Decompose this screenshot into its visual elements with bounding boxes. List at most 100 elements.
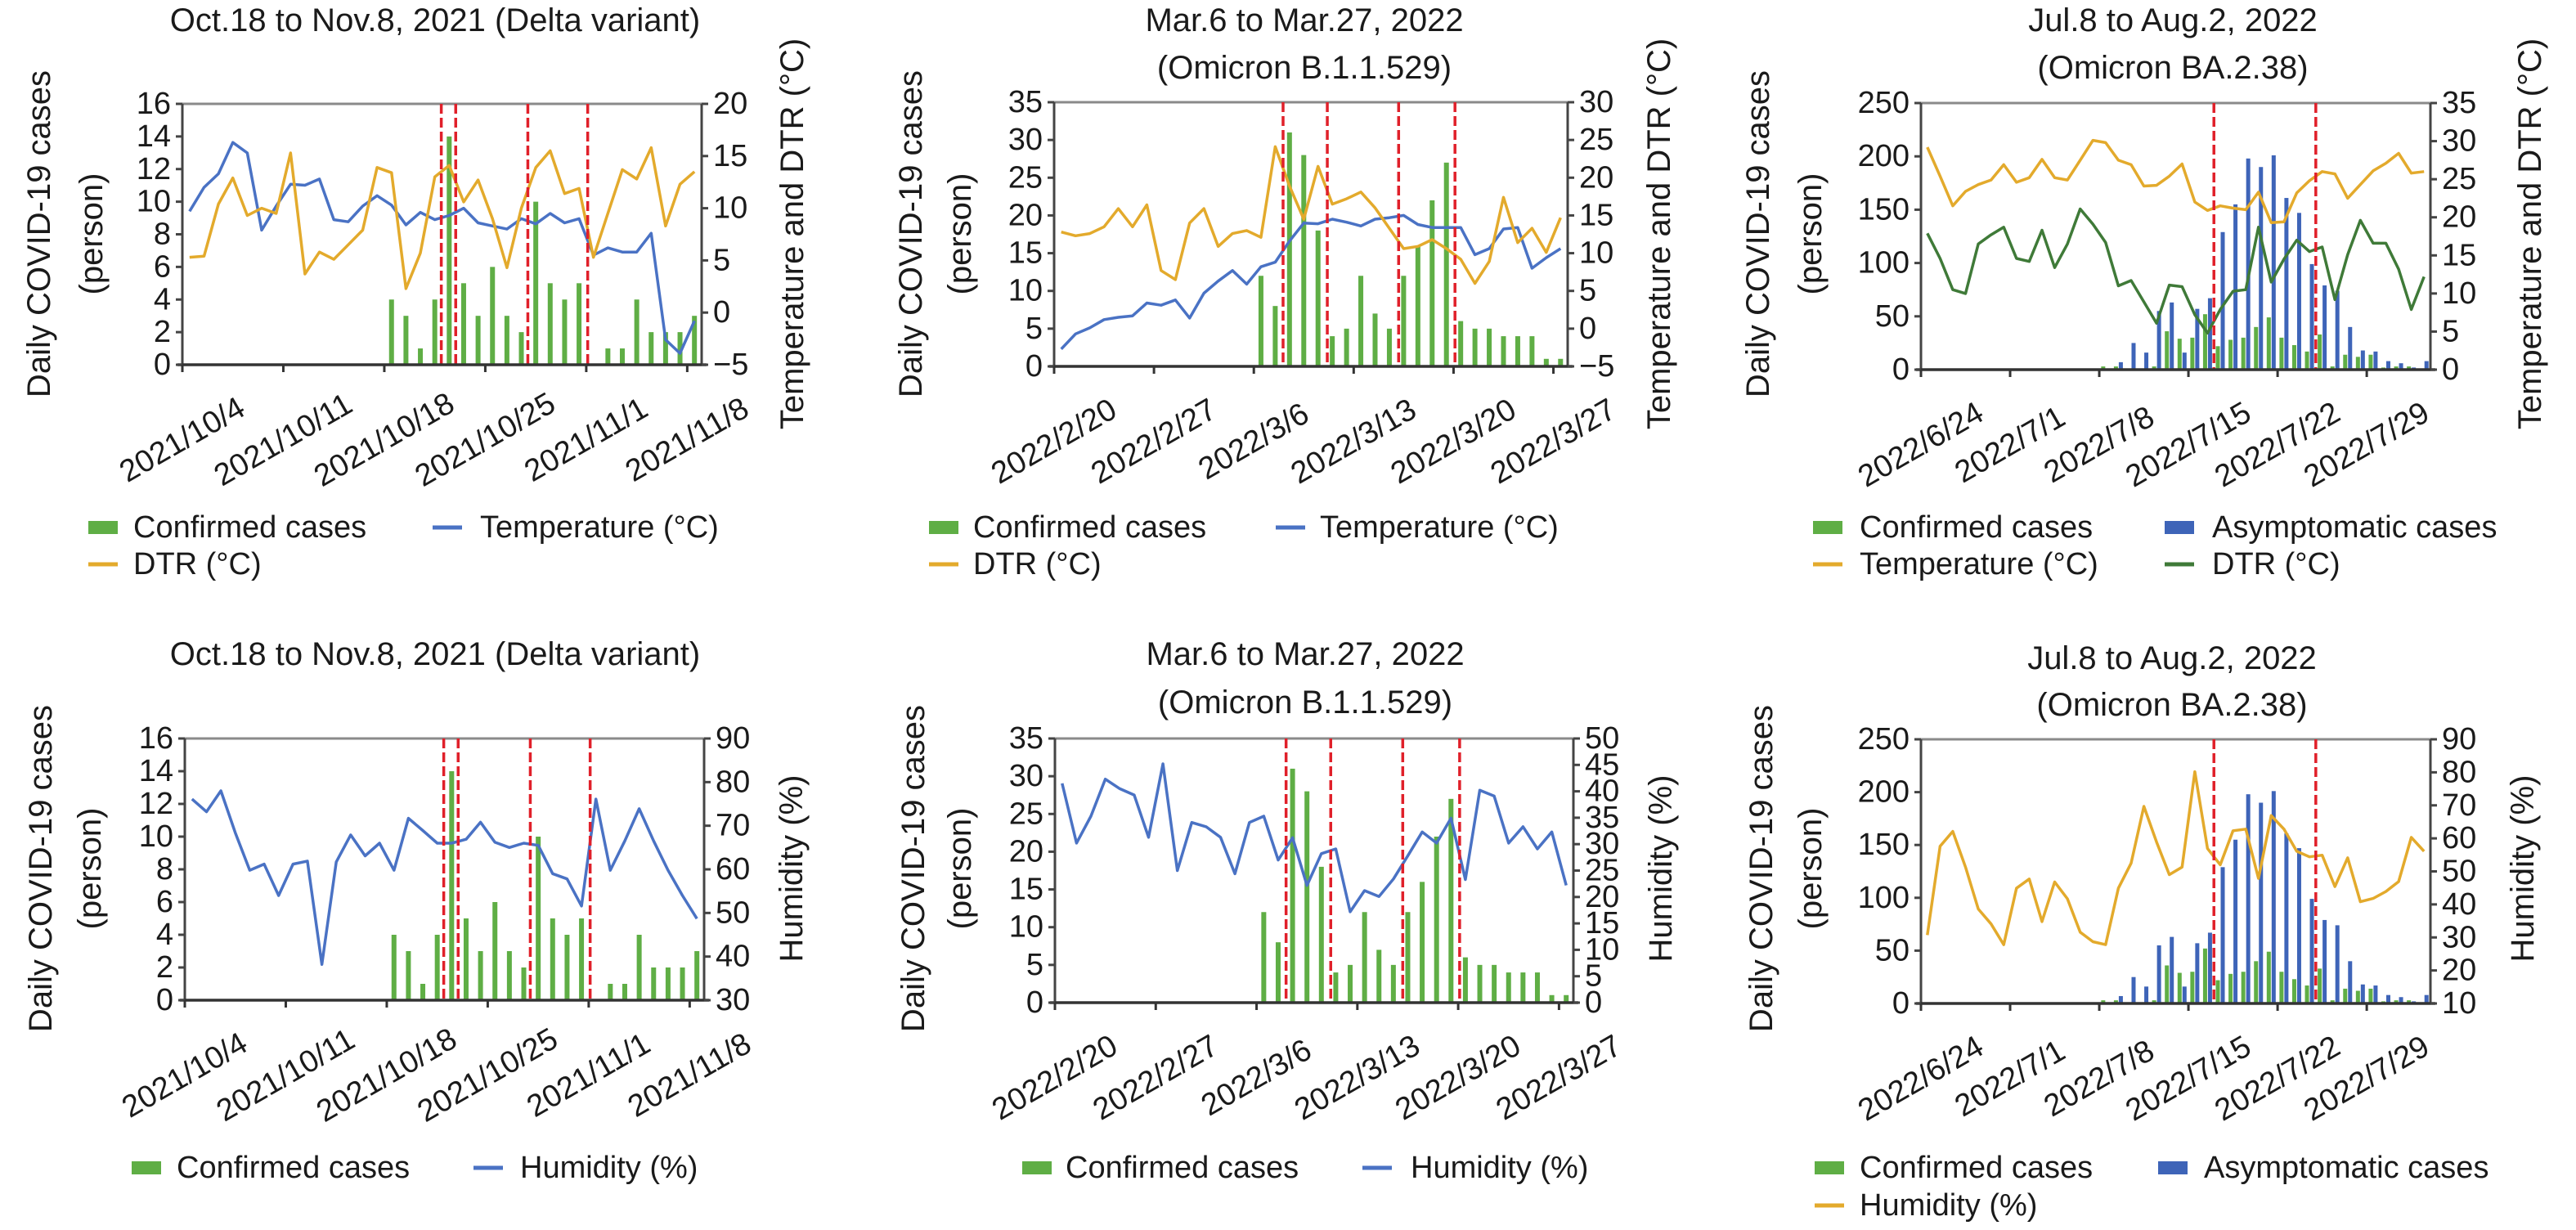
- y2-axis-title: Humidity (%): [2505, 775, 2541, 963]
- confirmed-cases-bar: [634, 299, 640, 365]
- y-tick-label: 10: [137, 185, 171, 219]
- confirmed-cases-bar: [420, 984, 426, 1000]
- confirmed-cases-bar: [1344, 328, 1349, 366]
- chart-title: (Omicron B.1.1.529): [1157, 50, 1452, 86]
- confirmed-cases-bar: [1472, 328, 1478, 366]
- confirmed-cases-bar: [1448, 798, 1454, 1003]
- confirmed-cases-bar: [1333, 972, 1339, 1003]
- confirmed-cases-bar: [2228, 339, 2233, 370]
- confirmed-cases-bars: [1258, 132, 1564, 366]
- y-tick-label: 6: [154, 249, 171, 284]
- humidity-line: [1926, 770, 2426, 946]
- confirmed-cases-bar: [1275, 942, 1281, 1003]
- confirmed-cases-bar: [2330, 366, 2335, 370]
- chart-title: (Omicron B.1.1.529): [1158, 685, 1452, 720]
- chart-title: (Omicron BA.2.38): [2037, 50, 2308, 86]
- legend-swatch-bar: [2165, 521, 2194, 534]
- y2-tick-label: 40: [716, 940, 750, 974]
- humidity-line: [1061, 762, 1568, 914]
- confirmed-cases-bar: [521, 967, 527, 1000]
- chart-title: Mar.6 to Mar.27, 2022: [1146, 636, 1464, 672]
- asymptomatic-cases-bar: [2259, 167, 2264, 370]
- y-tick-label: 10: [1008, 274, 1043, 308]
- legend-label: Temperature (°C): [1320, 510, 1559, 545]
- y-tick-label: 150: [1858, 828, 1910, 862]
- confirmed-cases-bar: [605, 348, 611, 365]
- y2-tick-label: 15: [1579, 198, 1613, 232]
- confirmed-cases-bar: [506, 951, 512, 1000]
- y-tick-label: 5: [1025, 312, 1043, 346]
- confirmed-cases-bar: [1443, 162, 1449, 366]
- asymptomatic-cases-bar: [2207, 298, 2212, 370]
- chart-panel-3: Jul.8 to Aug.2, 2022(Omicron BA.2.38)050…: [1740, 2, 2548, 581]
- dtr-line: [1926, 207, 2426, 335]
- y-tick-label: 0: [156, 983, 173, 1017]
- legend: Confirmed cases Asymptomatic cases Humidit…: [1815, 1151, 2488, 1223]
- dtr-line: [1061, 145, 1562, 285]
- y-tick-label: 200: [1858, 139, 1910, 173]
- y-tick-label: 15: [1009, 873, 1043, 907]
- asymptomatic-cases-bar: [2284, 198, 2289, 370]
- y-tick-label: 16: [137, 87, 171, 121]
- confirmed-cases-bar: [447, 136, 452, 365]
- asymptomatic-cases-bar: [2348, 326, 2353, 370]
- chart-panel-6: Jul.8 to Aug.2, 2022 (Omicron BA.2.38) 0 50…: [1744, 640, 2541, 1223]
- y-tick-label: 100: [1858, 246, 1910, 281]
- y2-tick-label: 80: [2442, 755, 2476, 789]
- y2-tick-label: 30: [2442, 920, 2476, 954]
- legend-swatch-bar: [1022, 1161, 1052, 1174]
- y-tick-label: 250: [1858, 722, 1910, 756]
- y2-tick-label: 10: [713, 191, 747, 226]
- y2-tick-label: 20: [1579, 160, 1613, 195]
- confirmed-cases-bar: [648, 332, 654, 365]
- y-tick-label: 35: [1008, 85, 1043, 119]
- confirmed-cases-bars: [388, 136, 698, 365]
- confirmed-cases-bars: [2101, 314, 2412, 370]
- confirmed-cases-bars: [1261, 768, 1569, 1003]
- y2-tick-label: 90: [716, 721, 750, 756]
- y2-tick-label: 45: [1585, 747, 1619, 782]
- y-tick-label: 0: [1892, 352, 1910, 387]
- confirmed-cases-bar: [579, 918, 585, 1000]
- y2-tick-label: 35: [2442, 86, 2476, 120]
- y2-tick-label: 0: [1585, 985, 1602, 1020]
- y-tick-label: 0: [1026, 985, 1043, 1020]
- y2-tick-label: 30: [716, 983, 750, 1017]
- confirmed-cases-bar: [619, 348, 625, 365]
- legend-label: Confirmed cases: [973, 510, 1206, 545]
- asymptomatic-cases-bar: [2156, 945, 2161, 1003]
- confirmed-cases-bar: [2279, 337, 2284, 370]
- asymptomatic-cases-bar: [2131, 343, 2136, 370]
- confirmed-cases-bar: [2254, 326, 2259, 370]
- y2-tick-label: 5: [1579, 274, 1596, 308]
- confirmed-cases-bar: [694, 951, 700, 1000]
- legend-label: Confirmed cases: [1066, 1151, 1299, 1185]
- asymptomatic-cases-bar: [2296, 848, 2301, 1003]
- asymptomatic-cases-bar: [2399, 363, 2403, 370]
- confirmed-cases-bar: [1390, 964, 1396, 1003]
- y2-tick-label: 20: [2442, 954, 2476, 988]
- confirmed-cases-bars: [391, 771, 700, 1000]
- legend-label: Confirmed cases: [177, 1151, 410, 1185]
- y2-tick-label: 30: [2442, 124, 2476, 159]
- y-axis-title: Daily COVID-19 cases: [1744, 705, 1779, 1032]
- y2-tick-label: 0: [1579, 312, 1596, 346]
- y-tick-label: 100: [1858, 881, 1910, 915]
- y-tick-label: 0: [1025, 349, 1043, 384]
- y-tick-label: 50: [1875, 299, 1910, 334]
- y-tick-label: 16: [139, 721, 173, 756]
- y2-tick-label: 5: [1585, 959, 1602, 994]
- confirmed-cases-bar: [1386, 328, 1392, 366]
- confirmed-cases-bar: [2318, 334, 2322, 370]
- y-tick-label: 6: [156, 885, 173, 919]
- confirmed-cases-bar: [449, 771, 455, 1000]
- chart-title: Oct.18 to Nov.8, 2021 (Delta variant): [170, 636, 700, 672]
- y2-tick-label: 10: [1585, 932, 1619, 967]
- confirmed-cases-bar: [2266, 951, 2271, 1003]
- confirmed-cases-bar: [2152, 366, 2156, 370]
- confirmed-cases-bar: [1401, 276, 1407, 366]
- asymptomatic-cases-bar: [2259, 802, 2264, 1003]
- y-tick-label: 4: [154, 282, 171, 316]
- confirmed-cases-bar: [2355, 990, 2360, 1003]
- y2-tick-label: 20: [1585, 880, 1619, 914]
